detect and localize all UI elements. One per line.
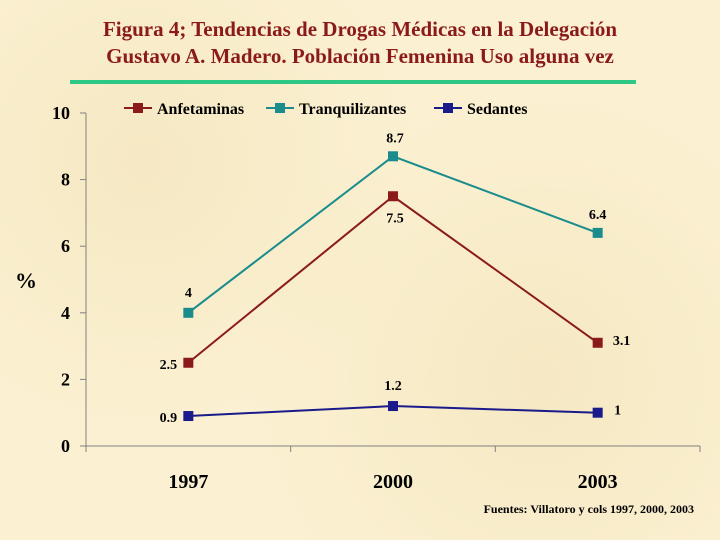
- y-tick-label: 0: [61, 436, 70, 456]
- legend-marker: [275, 103, 285, 113]
- data-point: [388, 191, 398, 202]
- data-point: [183, 307, 194, 318]
- chart-title: Figura 4; Tendencias de Drogas Médicas e…: [0, 16, 720, 70]
- legend-label: Tranquilizantes: [299, 101, 406, 118]
- data-point: [592, 337, 603, 348]
- data-point: [183, 357, 194, 368]
- data-point: [388, 401, 398, 412]
- chart-legend: Anfetaminas Tranquilizantes Sedantes: [124, 101, 527, 118]
- x-tick-label: 2003: [578, 471, 618, 493]
- title-underline: [70, 80, 636, 84]
- series-line-tranquilizantes: [187, 155, 599, 314]
- legend-label: Sedantes: [467, 101, 527, 118]
- source-note: Fuentes: Villatoro y cols 1997, 2000, 20…: [483, 502, 694, 516]
- data-label: 7.5: [386, 211, 404, 226]
- chart-title-line-1: Figura 4; Tendencias de Drogas Médicas e…: [102, 17, 618, 41]
- legend-marker: [133, 103, 143, 113]
- data-point: [592, 407, 603, 418]
- chart-axes: 0 2 4 6 8 10 1997 2000 2003: [52, 103, 701, 493]
- x-tick-label: 2000: [373, 471, 413, 493]
- chart-title-line-2: Gustavo A. Madero. Población Femenina Us…: [106, 44, 614, 68]
- data-label: 4: [185, 286, 192, 301]
- data-label: 8.7: [386, 131, 404, 146]
- data-point: [388, 151, 398, 162]
- y-tick-label: 4: [61, 303, 70, 323]
- data-label: 3.1: [613, 334, 631, 349]
- legend-label: Anfetaminas: [157, 101, 244, 118]
- data-label: 0.9: [160, 411, 178, 426]
- x-tick-label: 1997: [168, 471, 208, 493]
- y-tick-label: 2: [61, 369, 70, 389]
- data-point: [183, 411, 194, 422]
- data-label: 1: [614, 404, 621, 419]
- data-label: 6.4: [589, 208, 607, 223]
- y-axis-label: %: [15, 268, 37, 293]
- y-tick-label: 10: [52, 103, 70, 123]
- chart-lines: 2.5 7.5 3.1 4 8.7 6.4 0.9 1.2 1: [160, 131, 631, 426]
- data-point: [592, 227, 603, 238]
- data-label: 1.2: [384, 379, 402, 394]
- y-tick-label: 8: [61, 170, 70, 190]
- y-tick-label: 6: [61, 236, 70, 256]
- data-label: 2.5: [160, 358, 178, 373]
- legend-marker: [443, 103, 453, 113]
